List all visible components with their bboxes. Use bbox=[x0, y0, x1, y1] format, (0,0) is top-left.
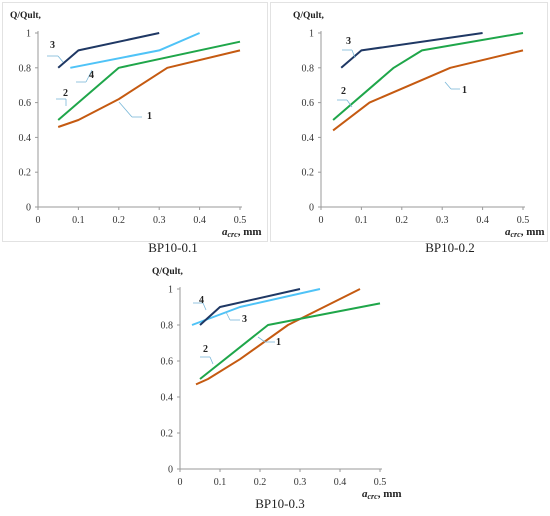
x-axis-label-unit: , mm bbox=[238, 226, 262, 238]
series-label-1: 1 bbox=[462, 85, 467, 96]
series-label-pointer-3 bbox=[225, 311, 231, 321]
x-tick-label: 0.4 bbox=[476, 215, 489, 226]
y-tick-label: 0.6 bbox=[302, 98, 315, 109]
series-line-2 bbox=[57, 40, 241, 121]
series-line-4 bbox=[199, 288, 301, 326]
x-tick-label: 0.2 bbox=[396, 215, 409, 226]
y-tick-label: 1 bbox=[168, 285, 173, 296]
x-tick-label: 0 bbox=[178, 477, 183, 488]
panel-caption-2: BP10-0.2 bbox=[425, 240, 475, 255]
chart-panel-2: 0 0.2 0.4 0.6 0.8 1 0 0.1 0.2 0.3 0.4 0.5 Q/Qult, acr… bbox=[293, 11, 545, 239]
y-tick-label: 0 bbox=[309, 203, 314, 214]
series-label-1: 1 bbox=[147, 111, 152, 122]
x-tick-label: 0.1 bbox=[214, 477, 227, 488]
x-axis-label-unit: , mm bbox=[521, 226, 545, 238]
x-axis-label-main: a bbox=[505, 226, 511, 238]
x-axis-label-main: a bbox=[362, 488, 368, 500]
series-label-pointer-3 bbox=[351, 49, 356, 59]
x-tick-label: 0.5 bbox=[234, 215, 247, 226]
series-label-pointer-4 bbox=[85, 69, 93, 83]
x-axis-label-unit: , mm bbox=[378, 488, 402, 500]
x-tick-label: 0.3 bbox=[294, 477, 307, 488]
series-label-pointer-1 bbox=[118, 101, 133, 118]
x-tick-label: 0.3 bbox=[436, 215, 449, 226]
chart-panel-3: 0 0.2 0.4 0.6 0.8 1 0 0.1 0.2 0.3 0.4 0.5 Q/Qult, acr… bbox=[152, 267, 402, 501]
x-tick-label: 0.4 bbox=[193, 215, 206, 226]
y-tick-label: 0.2 bbox=[302, 168, 315, 179]
panel-caption-3: BP10-0.3 bbox=[255, 496, 305, 511]
y-tick-label: 0.2 bbox=[161, 429, 174, 440]
x-tick-label: 0.1 bbox=[72, 215, 85, 226]
y-tick-label: 0 bbox=[168, 465, 173, 476]
panel-frame-2 bbox=[270, 2, 548, 242]
x-axis-label-subscript: crc bbox=[368, 492, 379, 501]
series-line-3 bbox=[57, 32, 160, 69]
series-line-3 bbox=[340, 32, 483, 69]
y-tick-label: 0.8 bbox=[302, 63, 315, 74]
series-label-4: 4 bbox=[89, 70, 94, 81]
series-label-1: 1 bbox=[276, 337, 281, 348]
y-tick-label: 0.2 bbox=[19, 168, 32, 179]
series-label-pointer-2 bbox=[209, 356, 214, 365]
x-tick-label: 0.2 bbox=[113, 215, 126, 226]
panel-caption-1: BP10-0.1 bbox=[148, 240, 198, 255]
x-tick-label: 0.5 bbox=[517, 215, 530, 226]
x-axis-label-subscript: crc bbox=[228, 230, 239, 239]
series-line-1 bbox=[332, 49, 524, 132]
y-tick-label: 0.6 bbox=[161, 357, 174, 368]
y-tick-label: 0.8 bbox=[19, 63, 32, 74]
y-tick-label: 1 bbox=[309, 29, 314, 40]
series-label-3: 3 bbox=[346, 36, 351, 47]
y-axis-label: Q/Qult, bbox=[10, 11, 42, 21]
x-tick-label: 0.1 bbox=[355, 215, 368, 226]
series-line-2 bbox=[332, 32, 524, 121]
y-axis-label: Q/Qult, bbox=[293, 11, 325, 21]
series-label-4: 4 bbox=[199, 295, 204, 306]
y-tick-label: 0 bbox=[26, 203, 31, 214]
x-tick-label: 0.2 bbox=[254, 477, 267, 488]
series-label-3: 3 bbox=[50, 40, 55, 51]
series-label-2: 2 bbox=[203, 344, 208, 355]
y-axis-label: Q/Qult, bbox=[152, 267, 184, 277]
series-label-pointer-1 bbox=[257, 336, 266, 343]
x-tick-label: 0 bbox=[319, 215, 324, 226]
x-tick-label: 0.3 bbox=[153, 215, 166, 226]
series-label-pointer-2 bbox=[346, 99, 353, 108]
series-label-pointer-4 bbox=[202, 302, 207, 311]
chart-panel-1: 0 0.2 0.4 0.6 0.8 1 0 0.1 0.2 0.3 0.4 0.5 Q/Qult, acr… bbox=[10, 11, 262, 239]
x-axis-label-main: a bbox=[222, 226, 228, 238]
y-tick-label: 0.6 bbox=[19, 98, 32, 109]
y-tick-label: 0.4 bbox=[19, 133, 32, 144]
series-label-pointer-1 bbox=[444, 81, 452, 90]
series-label-pointer-3 bbox=[57, 55, 64, 63]
series-label-2: 2 bbox=[341, 86, 346, 97]
x-tick-label: 0.5 bbox=[374, 477, 387, 488]
series-label-3: 3 bbox=[242, 314, 247, 325]
y-tick-label: 0.8 bbox=[161, 321, 174, 332]
y-tick-label: 0.4 bbox=[161, 393, 174, 404]
panel-frame-1 bbox=[2, 2, 268, 242]
x-axis-label: acrc, mm bbox=[362, 488, 402, 501]
x-axis-label-subscript: crc bbox=[511, 230, 522, 239]
y-tick-label: 1 bbox=[26, 29, 31, 40]
x-tick-label: 0 bbox=[36, 215, 41, 226]
series-line-1 bbox=[57, 49, 241, 128]
series-line-4 bbox=[70, 32, 200, 69]
series-line-1 bbox=[195, 288, 361, 386]
series-line-2 bbox=[199, 302, 381, 380]
y-tick-label: 0.4 bbox=[302, 133, 315, 144]
x-axis-label: acrc, mm bbox=[222, 226, 262, 239]
x-tick-label: 0.4 bbox=[334, 477, 347, 488]
series-label-2: 2 bbox=[63, 88, 68, 99]
x-axis-label: acrc, mm bbox=[505, 226, 545, 239]
